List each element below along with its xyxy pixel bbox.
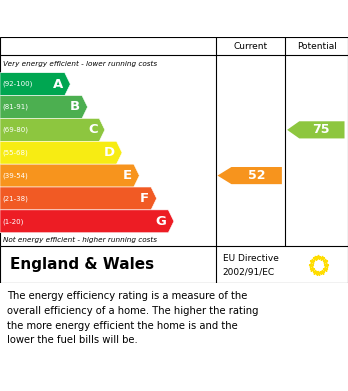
- Text: A: A: [53, 78, 63, 91]
- Text: F: F: [140, 192, 149, 205]
- Polygon shape: [0, 187, 157, 210]
- Text: (21-38): (21-38): [3, 195, 29, 202]
- Text: (81-91): (81-91): [3, 104, 29, 110]
- Polygon shape: [0, 141, 122, 164]
- Text: D: D: [104, 146, 115, 159]
- Text: (55-68): (55-68): [3, 149, 29, 156]
- Text: Current: Current: [234, 41, 268, 50]
- Text: (1-20): (1-20): [3, 218, 24, 224]
- Polygon shape: [0, 118, 105, 141]
- Polygon shape: [218, 167, 282, 184]
- Text: EU Directive: EU Directive: [223, 254, 279, 263]
- Text: 52: 52: [248, 169, 266, 182]
- Text: Very energy efficient - lower running costs: Very energy efficient - lower running co…: [3, 61, 158, 67]
- Text: G: G: [156, 215, 167, 228]
- Text: (92-100): (92-100): [3, 81, 33, 87]
- Polygon shape: [287, 121, 345, 138]
- Text: (69-80): (69-80): [3, 127, 29, 133]
- Text: B: B: [70, 100, 80, 113]
- Text: Not energy efficient - higher running costs: Not energy efficient - higher running co…: [3, 237, 158, 243]
- Text: 2002/91/EC: 2002/91/EC: [223, 267, 275, 276]
- Polygon shape: [0, 73, 70, 95]
- Text: 75: 75: [312, 123, 330, 136]
- Polygon shape: [0, 164, 139, 187]
- Polygon shape: [0, 95, 88, 118]
- Text: C: C: [88, 123, 97, 136]
- Text: The energy efficiency rating is a measure of the
overall efficiency of a home. T: The energy efficiency rating is a measur…: [7, 291, 259, 345]
- Text: (39-54): (39-54): [3, 172, 29, 179]
- Text: England & Wales: England & Wales: [10, 257, 155, 273]
- Text: Potential: Potential: [297, 41, 337, 50]
- Text: E: E: [123, 169, 132, 182]
- Polygon shape: [0, 210, 174, 233]
- Text: Energy Efficiency Rating: Energy Efficiency Rating: [10, 11, 220, 26]
